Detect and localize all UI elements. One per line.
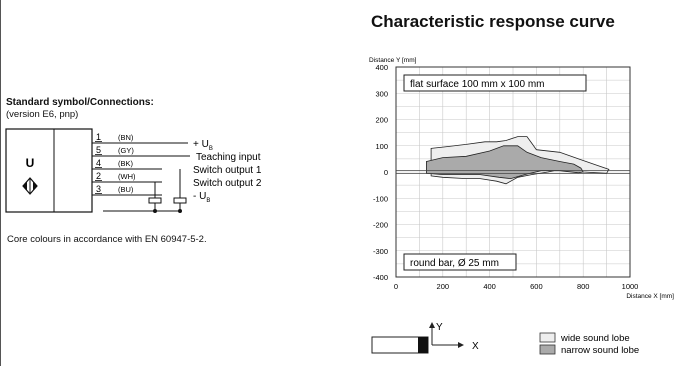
y-tick-label: 100 <box>375 142 388 151</box>
y-arrowhead-icon <box>429 322 435 328</box>
pin-function-label: - UB <box>193 191 210 204</box>
axis-x-label: X <box>472 341 479 352</box>
plot-frame <box>395 66 631 278</box>
round-bar-box <box>403 253 517 271</box>
pin-function-label: + UB <box>193 139 213 152</box>
chart-title: Characteristic response curve <box>371 12 615 31</box>
x-tick-label: 200 <box>437 282 450 291</box>
wire-color-code: (BU) <box>118 185 134 194</box>
y-tick-label: 200 <box>375 116 388 125</box>
legend-label: narrow sound lobe <box>561 345 639 356</box>
flat-surface-box <box>403 74 587 92</box>
junction-dot <box>178 209 182 213</box>
y-tick-label: -300 <box>373 247 388 256</box>
x-tick-label: 0 <box>394 282 398 291</box>
wire-color-code: (WH) <box>118 172 136 181</box>
x-tick-label: 800 <box>577 282 590 291</box>
x-arrowhead-icon <box>458 342 464 348</box>
connections-title: Standard symbol/Connections: <box>6 97 154 108</box>
wire-color-code: (BK) <box>118 159 134 168</box>
subscript: B <box>209 146 213 152</box>
pin-function-label: Switch output 2 <box>193 178 262 189</box>
subscript: B <box>206 198 210 204</box>
core-colours-note: Core colours in accordance with EN 60947… <box>7 234 207 245</box>
y-tick-label: 400 <box>375 63 388 72</box>
y-axis-label: Distance Y [mm] <box>369 57 417 64</box>
x-axis-label: Distance X [mm] <box>626 293 674 300</box>
y-tick-label: -400 <box>373 273 388 282</box>
x-tick-label: 400 <box>483 282 496 291</box>
flat-surface-label: flat surface 100 mm x 100 mm <box>410 79 545 90</box>
y-tick-label: -100 <box>373 194 388 203</box>
pin-number: 5 <box>96 145 101 155</box>
legend-swatch <box>539 344 556 355</box>
x-tick-label: 600 <box>530 282 543 291</box>
axis-y-label: Y <box>436 322 443 333</box>
ultrasonic-symbol-icon <box>22 177 38 195</box>
wire-color-code: (GY) <box>118 146 134 155</box>
pin-number: 3 <box>96 184 101 194</box>
y-tick-label: 0 <box>384 168 388 177</box>
round-bar-label: round bar, Ø 25 mm <box>410 258 499 269</box>
y-tick-label: -200 <box>373 221 388 230</box>
y-tick-label: 300 <box>375 89 388 98</box>
legend-label: wide sound lobe <box>560 333 630 344</box>
sensor-letter: U <box>26 156 35 170</box>
pin-number: 2 <box>96 171 101 181</box>
junction-dot <box>153 209 157 213</box>
pin-function-label: Switch output 1 <box>193 165 262 176</box>
connections-subtitle: (version E6, pnp) <box>6 109 79 120</box>
pin-number: 1 <box>96 132 101 142</box>
pin-function-label: Teaching input <box>196 152 261 163</box>
wire-color-code: (BN) <box>118 133 134 142</box>
page-border <box>0 0 1 366</box>
sensor-head <box>418 337 428 353</box>
legend-swatch <box>539 332 556 343</box>
x-tick-label: 1000 <box>622 282 639 291</box>
pin-number: 4 <box>96 158 101 168</box>
sensor-housing <box>5 128 93 213</box>
